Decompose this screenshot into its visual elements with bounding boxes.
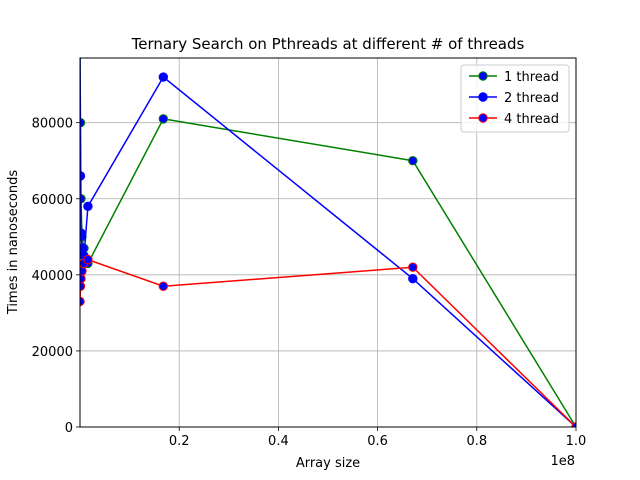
data-point [80,273,86,284]
x-tick-label: 1.0 [566,434,587,449]
x-axis-offset-label: 1e8 [550,454,575,469]
data-point [83,201,93,212]
legend-item: 2 thread [469,91,559,106]
x-tick-label: 0.2 [169,434,190,449]
data-point [83,254,93,265]
chart-title: Ternary Search on Pthreads at different … [131,35,525,53]
legend: 1 thread 2 thread 4 thread [460,64,570,133]
legend-label: 2 thread [504,91,559,106]
legend-marker [478,113,488,123]
x-tick-label: 0.4 [268,434,289,449]
series-line [80,258,576,427]
data-point [408,156,418,166]
legend-marker [478,92,488,102]
y-tick-label: 0 [65,421,73,436]
y-tick-label: 40000 [32,269,73,284]
y-axis-label: Times in nanoseconds [6,170,21,315]
x-tick-label: 0.6 [367,434,388,449]
legend-label: 4 thread [504,112,559,127]
data-point [80,58,83,59]
legend-item: 4 thread [469,112,559,127]
data-point [80,228,86,238]
data-point [158,72,169,82]
y-tick-label: 20000 [32,345,73,360]
legend-box [460,64,570,133]
legend-marker [478,71,488,81]
x-axis-ticks: 0.2 0.4 0.6 0.8 1.0 [169,427,586,449]
data-point [80,58,83,59]
data-point [158,114,169,124]
legend-item: 1 thread [469,70,559,85]
x-axis-label: Array size [296,456,360,471]
data-point [80,243,87,253]
legend-label: 1 thread [504,70,559,85]
plot-frame [79,57,577,428]
x-tick-label: 0.8 [466,434,487,449]
data-point [158,281,169,291]
data-point [408,262,418,272]
data-point [408,273,418,284]
y-axis-ticks: 0 20000 40000 60000 80000 [32,117,80,436]
data-point [80,266,87,276]
y-tick-label: 60000 [32,193,73,208]
y-tick-label: 80000 [32,117,73,132]
series-3 [80,254,576,427]
